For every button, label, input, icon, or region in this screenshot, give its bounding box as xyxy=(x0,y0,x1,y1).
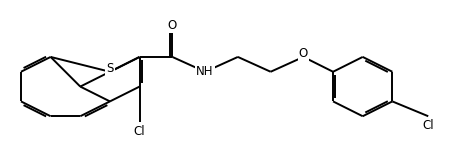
Text: Cl: Cl xyxy=(423,119,434,132)
Text: NH: NH xyxy=(196,65,214,78)
Text: O: O xyxy=(299,47,308,60)
Text: Cl: Cl xyxy=(134,125,145,138)
Text: S: S xyxy=(106,62,113,75)
Text: O: O xyxy=(168,19,177,32)
